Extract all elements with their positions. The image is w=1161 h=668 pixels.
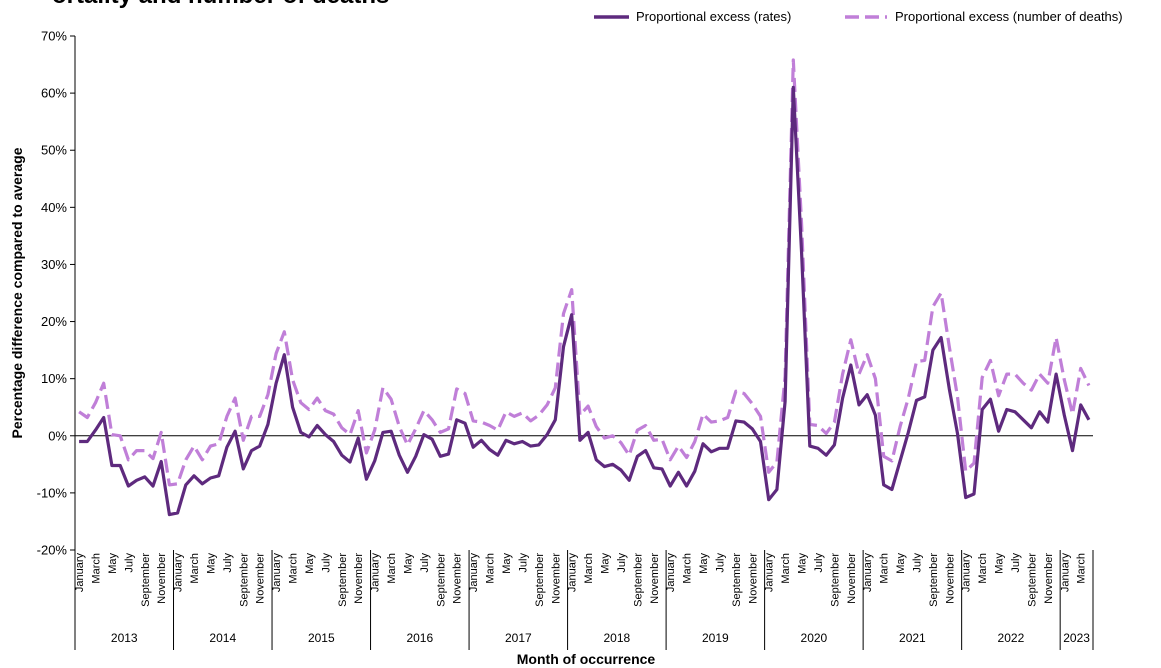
x-month-label: November — [255, 553, 267, 604]
y-tick-label: 20% — [41, 314, 67, 329]
legend: Proportional excess (rates) Proportional… — [594, 9, 1123, 24]
x-month-label: July — [123, 553, 135, 573]
x-month-label: July — [715, 553, 727, 573]
x-month-label: November — [156, 553, 168, 604]
y-tick-label: 10% — [41, 371, 67, 386]
legend-label-rates: Proportional excess (rates) — [636, 9, 791, 24]
x-month-label: November — [944, 553, 956, 604]
x-month-label: March — [485, 553, 497, 584]
x-year-label: 2014 — [209, 631, 236, 645]
x-month-label: May — [600, 553, 612, 574]
x-month-label: May — [698, 553, 710, 574]
x-month-label: January — [567, 553, 579, 593]
y-tick-label: 60% — [41, 86, 67, 101]
x-month-label: May — [501, 553, 513, 574]
x-month-label: September — [731, 553, 743, 607]
x-month-label: September — [337, 553, 349, 607]
x-month-label: March — [189, 553, 201, 584]
x-month-label: July — [616, 553, 628, 573]
x-month-label: January — [862, 553, 874, 593]
x-year-label: 2020 — [801, 631, 828, 645]
x-month-label: September — [140, 553, 152, 607]
x-axis-title: Month of occurrence — [517, 651, 656, 667]
x-month-label: March — [1076, 553, 1088, 584]
x-year-label: 2023 — [1063, 631, 1090, 645]
x-year-label: 2018 — [603, 631, 630, 645]
y-axis-title: Percentage difference compared to averag… — [9, 147, 25, 438]
x-axis: January March May July September November 2013… — [74, 550, 1094, 650]
x-month-label: January — [271, 553, 283, 593]
series-layer — [78, 58, 1091, 517]
x-month-label: March — [288, 553, 300, 584]
x-month-label: May — [895, 553, 907, 574]
x-month-label: September — [534, 553, 546, 607]
series-line-deaths — [78, 58, 1091, 487]
x-month-label: March — [780, 553, 792, 584]
x-month-label: March — [91, 553, 103, 584]
x-month-label: July — [813, 553, 825, 573]
x-month-label: March — [879, 553, 891, 584]
y-tick-label: -10% — [37, 485, 68, 500]
x-month-label: September — [928, 553, 940, 607]
y-tick-label: 70% — [41, 29, 67, 44]
x-year-label: 2021 — [899, 631, 926, 645]
x-month-label: January — [1059, 553, 1071, 593]
x-month-label: July — [320, 553, 332, 573]
x-month-label: July — [517, 553, 529, 573]
y-tick-label: 40% — [41, 200, 67, 215]
x-month-label: November — [452, 553, 464, 604]
x-year-label: 2016 — [406, 631, 433, 645]
y-tick-label: 50% — [41, 143, 67, 158]
x-month-label: March — [386, 553, 398, 584]
x-year-label: 2019 — [702, 631, 729, 645]
x-month-label: November — [846, 553, 858, 604]
x-month-label: January — [961, 553, 973, 593]
x-month-label: May — [304, 553, 316, 574]
x-year-label: 2022 — [998, 631, 1025, 645]
x-year-label: 2015 — [308, 631, 335, 645]
x-month-label: May — [403, 553, 415, 574]
chart-title: ortality and number of deaths — [52, 0, 389, 9]
x-month-label: January — [764, 553, 776, 593]
x-month-label: January — [665, 553, 677, 593]
x-month-label: May — [994, 553, 1006, 574]
x-month-label: January — [370, 553, 382, 593]
x-month-label: November — [649, 553, 661, 604]
x-year-label: 2013 — [111, 631, 138, 645]
x-month-label: July — [419, 553, 431, 573]
y-tick-label: 0% — [48, 428, 67, 443]
x-month-label: May — [797, 553, 809, 574]
x-month-label: March — [977, 553, 989, 584]
x-month-label: July — [1010, 553, 1022, 573]
x-month-label: November — [747, 553, 759, 604]
x-month-label: November — [353, 553, 365, 604]
x-month-label: September — [1026, 553, 1038, 607]
x-month-label: September — [829, 553, 841, 607]
legend-label-deaths: Proportional excess (number of deaths) — [895, 9, 1123, 24]
x-month-label: May — [107, 553, 119, 574]
x-month-label: July — [222, 553, 234, 573]
x-month-label: January — [173, 553, 185, 593]
series-line-rates — [79, 85, 1091, 517]
y-tick-label: -20% — [37, 543, 68, 558]
x-month-label: January — [74, 553, 86, 593]
x-year-label: 2017 — [505, 631, 532, 645]
x-month-label: March — [682, 553, 694, 584]
x-month-label: May — [206, 553, 218, 574]
x-month-label: September — [238, 553, 250, 607]
x-month-label: September — [435, 553, 447, 607]
x-month-label: March — [583, 553, 595, 584]
y-tick-label: 30% — [41, 257, 67, 272]
x-month-label: September — [632, 553, 644, 607]
x-month-label: January — [468, 553, 480, 593]
x-month-label: November — [550, 553, 562, 604]
x-month-label: November — [1043, 553, 1055, 604]
x-month-label: July — [912, 553, 924, 573]
